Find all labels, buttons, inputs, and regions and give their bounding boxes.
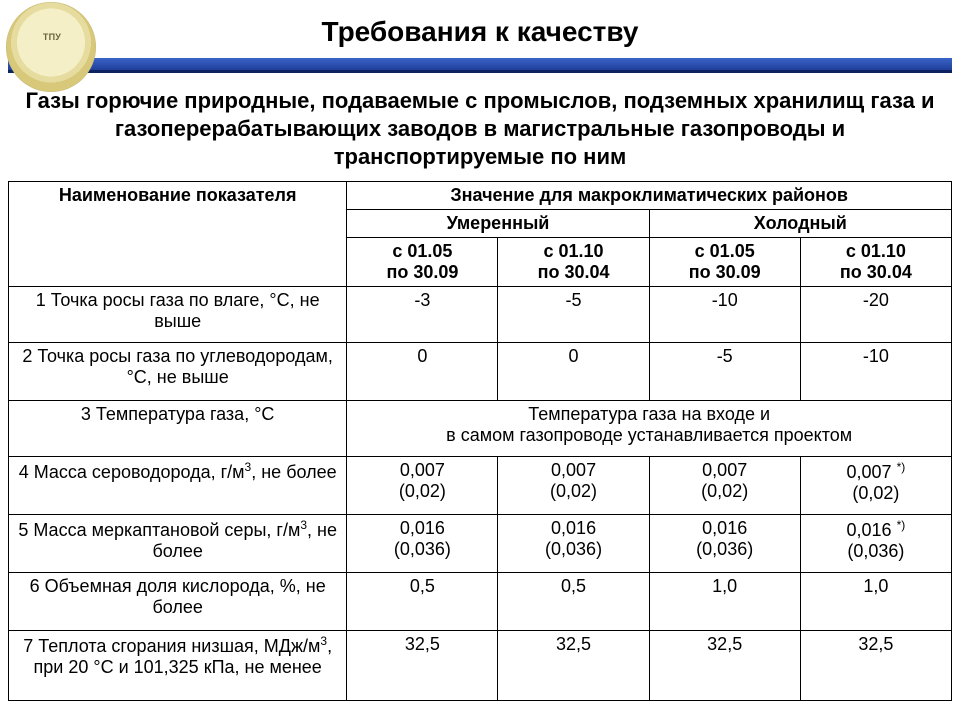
slide: ТПУ Требования к качеству Газы горючие п… (0, 0, 960, 720)
row-val: -5 (649, 342, 800, 400)
row-val: 32,5 (347, 630, 498, 700)
row-name: 1 Точка росы газа по влаге, °С, не выше (9, 286, 347, 342)
row-span-note: Температура газа на входе ив самом газоп… (347, 400, 952, 456)
row-name: 2 Точка росы газа по углеводородам, °С, … (9, 342, 347, 400)
th-group: Значение для макроклиматических районов (347, 182, 952, 210)
table-row: 4 Масса сероводорода, г/м3, не более 0,0… (9, 456, 952, 514)
row-val: 32,5 (800, 630, 951, 700)
crest-icon (6, 2, 96, 92)
row-val: 0,007 *)(0,02) (800, 456, 951, 514)
divider (8, 58, 952, 73)
table-row: 1 Точка росы газа по влаге, °С, не выше … (9, 286, 952, 342)
row-name: 7 Теплота сгорания низшая, МДж/м3, при 2… (9, 630, 347, 700)
th-period-1-text: с 01.05по 30.09 (386, 241, 458, 282)
row-val: 0,016(0,036) (649, 514, 800, 572)
th-period-4-text: с 01.10по 30.04 (840, 241, 912, 282)
row-val: 0,5 (498, 572, 649, 630)
row-val: 1,0 (800, 572, 951, 630)
row-val: 1,0 (649, 572, 800, 630)
th-period-2-text: с 01.10по 30.04 (538, 241, 610, 282)
row-val: 0,016(0,036) (498, 514, 649, 572)
row-val: 0,016 *)(0,036) (800, 514, 951, 572)
row-val: 32,5 (649, 630, 800, 700)
row-val: 0,016(0,036) (347, 514, 498, 572)
table-row: 5 Масса меркаптановой серы, г/м3, не бол… (9, 514, 952, 572)
table-row: 7 Теплота сгорания низшая, МДж/м3, при 2… (9, 630, 952, 700)
row-val: -3 (347, 286, 498, 342)
row-val: 0 (498, 342, 649, 400)
th-period-4: с 01.10по 30.04 (800, 238, 951, 286)
requirements-table: Наименование показателя Значение для мак… (8, 181, 952, 700)
th-param: Наименование показателя (9, 182, 347, 286)
row-val: 0,5 (347, 572, 498, 630)
row-val: 0 (347, 342, 498, 400)
table-row: 6 Объемная доля кислорода, %, не более 0… (9, 572, 952, 630)
th-period-3-text: с 01.05по 30.09 (689, 241, 761, 282)
row-name: 6 Объемная доля кислорода, %, не более (9, 572, 347, 630)
row-val: 0,007(0,02) (649, 456, 800, 514)
table-row: 2 Точка росы газа по углеводородам, °С, … (9, 342, 952, 400)
row-val: 0,007(0,02) (498, 456, 649, 514)
row-val: -5 (498, 286, 649, 342)
page-subtitle: Газы горючие природные, подаваемые с про… (14, 87, 946, 171)
th-period-1: с 01.05по 30.09 (347, 238, 498, 286)
th-cold: Холодный (649, 210, 951, 238)
th-period-2: с 01.10по 30.04 (498, 238, 649, 286)
table-body: 1 Точка росы газа по влаге, °С, не выше … (9, 286, 952, 700)
table-row: 3 Температура газа, °С Температура газа … (9, 400, 952, 456)
row-name: 4 Масса сероводорода, г/м3, не более (9, 456, 347, 514)
row-name: 3 Температура газа, °С (9, 400, 347, 456)
row-val: 0,007(0,02) (347, 456, 498, 514)
row-val: -10 (800, 342, 951, 400)
row-val: 32,5 (498, 630, 649, 700)
logo-caption: ТПУ (14, 32, 90, 42)
row-name: 5 Масса меркаптановой серы, г/м3, не бол… (9, 514, 347, 572)
th-period-3: с 01.05по 30.09 (649, 238, 800, 286)
th-moderate: Умеренный (347, 210, 649, 238)
row-val: -10 (649, 286, 800, 342)
row-val: -20 (800, 286, 951, 342)
page-title: Требования к качеству (8, 16, 952, 48)
university-logo: ТПУ (6, 2, 126, 98)
table-header: Наименование показателя Значение для мак… (9, 182, 952, 286)
